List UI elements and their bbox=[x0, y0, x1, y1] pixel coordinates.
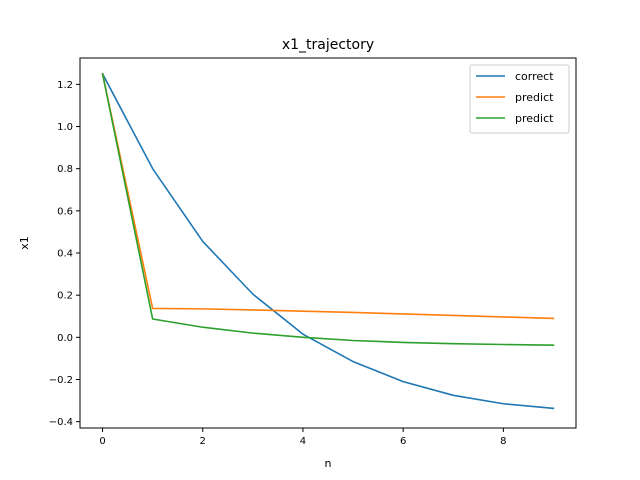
y-tick-label: 1.2 bbox=[57, 80, 73, 91]
x-tick-label: 2 bbox=[200, 436, 206, 447]
series-lines bbox=[101, 72, 555, 410]
series-line-correct-1 bbox=[101, 72, 555, 410]
legend-label-3: predict bbox=[515, 112, 554, 125]
y-tick-label: −0.4 bbox=[49, 417, 73, 428]
chart-title: x1_trajectory bbox=[282, 37, 374, 53]
y-axis: −0.4 −0.2 0.0 0.2 0.4 0.6 0.8 1.0 1.2 bbox=[49, 80, 80, 428]
y-tick-label: 0.4 bbox=[57, 249, 73, 260]
x-tick-label: 0 bbox=[99, 436, 105, 447]
x-tick-label: 8 bbox=[500, 436, 506, 447]
legend: correct predict predict bbox=[469, 64, 570, 134]
legend-label-2: predict bbox=[515, 91, 554, 104]
series-line-predict-2 bbox=[101, 72, 555, 320]
x-tick-label: 6 bbox=[400, 436, 406, 447]
y-tick-label: 0.0 bbox=[57, 333, 73, 344]
y-tick-label: 0.8 bbox=[57, 164, 73, 175]
y-axis-label: x1 bbox=[18, 236, 31, 250]
series-line-predict-3 bbox=[101, 72, 555, 346]
y-tick-label: 1.0 bbox=[57, 122, 73, 133]
legend-box bbox=[469, 64, 570, 134]
x-axis-label: n bbox=[325, 457, 332, 470]
plot-frame bbox=[79, 57, 577, 429]
y-tick-label: −0.2 bbox=[49, 375, 73, 386]
legend-label-1: correct bbox=[515, 70, 554, 83]
x-tick-label: 4 bbox=[300, 436, 306, 447]
x-axis: 0 2 4 6 8 bbox=[99, 428, 507, 447]
y-tick-label: 0.6 bbox=[57, 206, 73, 217]
y-tick-label: 0.2 bbox=[57, 291, 73, 302]
